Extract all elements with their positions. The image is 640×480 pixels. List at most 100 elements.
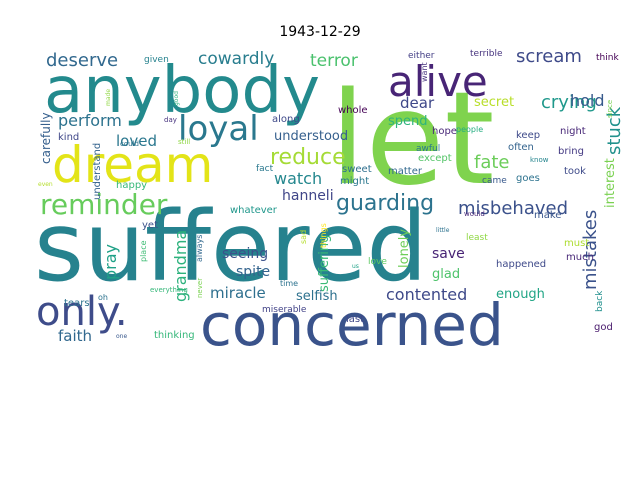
word-yet: yet xyxy=(142,220,158,231)
word-fate: fate xyxy=(474,152,510,173)
word-concerned: concerned xyxy=(200,291,504,359)
word-save: save xyxy=(432,246,465,262)
word-back: back xyxy=(595,290,605,312)
word-since: since xyxy=(606,100,614,118)
word-still: still xyxy=(178,138,190,146)
word-kind: kind xyxy=(58,132,79,143)
word-could: could xyxy=(120,140,139,148)
word-deserve: deserve xyxy=(46,50,118,71)
word-hold: hold xyxy=(570,91,605,110)
word-hope: hope xyxy=(432,126,457,137)
word-dream: dream xyxy=(52,136,213,194)
word-spend: spend xyxy=(388,114,428,129)
word-crying: crying xyxy=(541,92,597,113)
word-things: things xyxy=(319,223,328,248)
word-miserable: miserable xyxy=(262,305,307,315)
word-day: day xyxy=(164,116,177,124)
word-tears: tears xyxy=(64,298,90,309)
word-terrible: terrible xyxy=(470,49,503,59)
word-oh: oh xyxy=(98,293,108,302)
word-cowardly: cowardly xyxy=(198,49,274,69)
word-stuck: stuck xyxy=(604,106,625,155)
word-reduce: reduce xyxy=(270,145,346,170)
word-must: must xyxy=(564,238,589,249)
word-happy: happy xyxy=(116,180,147,191)
word-except: except xyxy=(418,153,452,164)
word-little: little xyxy=(436,227,450,234)
word-understand: understand xyxy=(92,143,103,200)
word-selfish: selfish xyxy=(296,289,338,304)
chart-title: 1943-12-29 xyxy=(279,24,361,40)
word-loved: loved xyxy=(116,132,157,150)
word-sad: sad xyxy=(299,230,308,244)
word-keep: keep xyxy=(516,130,540,141)
word-glad: glad xyxy=(432,267,460,282)
word-scream: scream xyxy=(516,46,582,67)
word-suffering: suffering xyxy=(317,235,332,292)
word-carefully: carefully xyxy=(39,112,53,164)
word-secret: secret xyxy=(474,95,514,110)
word-came: came xyxy=(482,176,507,186)
word-know: know xyxy=(530,156,549,164)
word-us: us xyxy=(352,263,359,270)
word-lonely: lonely xyxy=(397,229,412,268)
word-alive: alive xyxy=(388,57,488,106)
word-along: along xyxy=(272,114,300,125)
word-least: least xyxy=(466,233,488,243)
word-good: good xyxy=(173,91,180,106)
word-mistakes: mistakes xyxy=(580,210,601,290)
word-always: always xyxy=(195,235,204,262)
word-made: made xyxy=(105,89,112,106)
word-whole: whole xyxy=(338,105,368,116)
word-even: even xyxy=(38,181,53,188)
word-spite: spite xyxy=(236,264,270,280)
word-pray: pray xyxy=(101,244,120,280)
word-miracle: miracle xyxy=(210,284,266,302)
word-only: only. xyxy=(36,289,128,335)
word-thinking: thinking xyxy=(154,330,195,341)
word-would: would xyxy=(464,210,485,218)
word-might: might xyxy=(340,176,369,187)
word-think: think xyxy=(596,53,619,63)
word-perform: perform xyxy=(58,111,122,130)
word-whatever: whatever xyxy=(230,205,278,216)
word-matter: matter xyxy=(388,166,423,177)
word-bring: bring xyxy=(558,146,584,157)
word-make: make xyxy=(534,210,561,221)
word-let: let xyxy=(330,65,495,214)
word-goes: goes xyxy=(516,173,540,184)
word-grandma: grandma xyxy=(171,230,190,302)
word-understood: understood xyxy=(274,129,348,144)
word-sweet: sweet xyxy=(342,164,372,175)
word-enough: enough xyxy=(496,287,545,302)
word-god: god xyxy=(594,322,613,333)
word-contented: contented xyxy=(386,285,467,304)
word-hanneli: hanneli xyxy=(282,188,334,204)
word-took: took xyxy=(564,166,586,177)
word-terror: terror xyxy=(310,51,358,71)
word-guarding: guarding xyxy=(336,191,434,216)
word-everything: everything xyxy=(150,286,188,294)
word-much: much xyxy=(566,252,594,263)
word-watch: watch xyxy=(274,169,322,188)
word-one: one xyxy=(116,333,127,340)
word-often: often xyxy=(508,142,534,153)
word-reminder: reminder xyxy=(40,188,168,221)
word-happened: happened xyxy=(496,259,546,270)
word-time: time xyxy=(280,279,298,288)
word-night: night xyxy=(560,126,586,137)
word-faith: faith xyxy=(58,327,92,345)
word-anybody: anybody xyxy=(44,54,320,128)
word-awful: awful xyxy=(416,144,440,154)
word-last: last xyxy=(346,314,364,325)
word-loyal: loyal xyxy=(178,109,259,149)
word-people: people xyxy=(456,125,483,134)
word-never: never xyxy=(196,278,204,298)
word-want: want xyxy=(420,62,429,82)
word-fact: fact xyxy=(256,164,274,174)
word-interest: interest xyxy=(603,158,618,208)
word-suffered: suffered xyxy=(34,191,427,303)
word-place: place xyxy=(139,240,148,262)
word-misbehaved: misbehaved xyxy=(458,198,568,219)
